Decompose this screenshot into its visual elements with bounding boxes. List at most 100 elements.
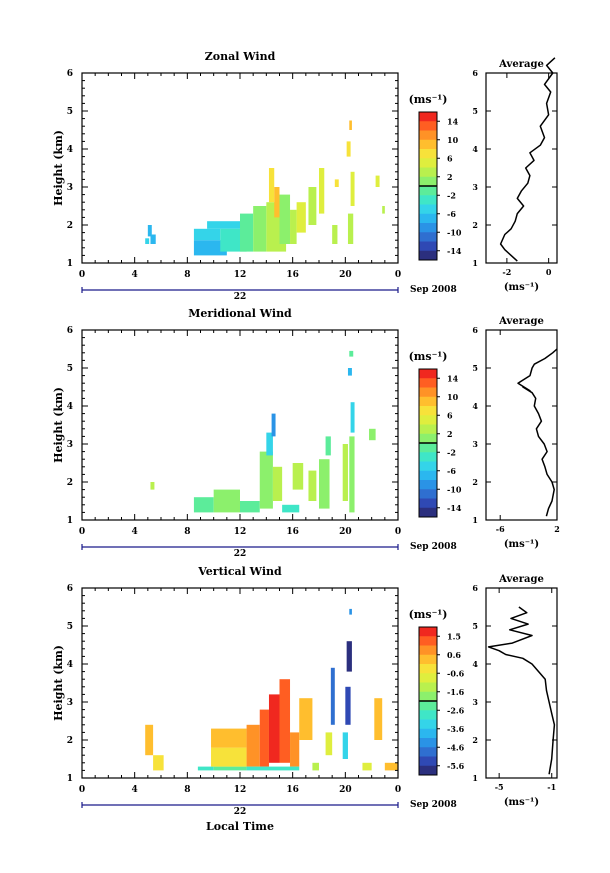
profile-x-tick-label: -2: [502, 267, 511, 277]
colorbar-tick-label: 6: [447, 410, 453, 420]
heatmap-cell: [268, 168, 275, 203]
heatmap-cell: [319, 168, 325, 214]
colorbar-tick-label: -6: [447, 466, 456, 476]
profile-x-label: (ms⁻¹): [504, 539, 539, 550]
profile-y-tick-label: 5: [472, 106, 478, 116]
x-tick-label: 20: [339, 785, 352, 795]
profile-frame: [485, 587, 558, 779]
colorbar-segment: [419, 176, 437, 187]
profile-line: [487, 606, 556, 775]
heatmap-cell: [240, 213, 254, 252]
colorbar-segment: [419, 396, 437, 407]
profile-y-tick-label: 6: [472, 325, 478, 335]
heatmap-cell: [347, 213, 354, 244]
colorbar-unit-label: (ms⁻¹): [409, 608, 448, 621]
heatmap-cell: [246, 724, 260, 767]
colorbar-segment: [419, 489, 437, 499]
heatmap-cell: [211, 747, 247, 767]
heatmap-cell: [150, 234, 156, 244]
y-tick-label: 2: [67, 478, 73, 488]
y-tick-label: 6: [67, 584, 73, 594]
profile-y-tick-label: 3: [472, 697, 478, 707]
profile-y-tick-label: 5: [472, 363, 478, 373]
colorbar-tick-label: -10: [447, 227, 462, 237]
profile-y-tick-label: 1: [472, 515, 478, 525]
colorbar-segment: [419, 149, 437, 159]
heatmap-cell: [312, 762, 319, 771]
y-tick-label: 2: [67, 221, 73, 231]
colorbar-segment: [419, 701, 437, 711]
x-tick-label: 8: [184, 270, 190, 280]
colorbar-segment: [419, 664, 437, 674]
colorbar-segment: [419, 470, 437, 481]
colorbar-tick-label: -5.6: [447, 761, 465, 771]
heatmap-cell: [350, 402, 355, 433]
x-tick-label: 20: [339, 527, 352, 537]
y-tick-label: 1: [67, 774, 73, 784]
colorbar-segment: [419, 387, 437, 398]
x-tick-label: 16: [286, 527, 299, 537]
colorbar-segment: [419, 682, 437, 693]
heatmap-cell: [213, 766, 247, 771]
colorbar-segment: [419, 728, 437, 739]
y-tick-label: 5: [67, 107, 73, 117]
heatmap-cell: [271, 413, 276, 437]
y-tick-label: 5: [67, 622, 73, 632]
panel-title: Zonal Wind: [205, 50, 276, 63]
profile-line: [517, 348, 558, 517]
heatmap-cell: [193, 497, 214, 513]
profile-y-tick-label: 2: [472, 220, 478, 230]
heatmap-cell: [308, 470, 317, 501]
colorbar-tick-label: 10: [447, 392, 459, 402]
colorbar-tick-label: -14: [447, 246, 462, 256]
y-tick-label: 1: [67, 516, 73, 526]
profile-y-tick-label: 4: [472, 659, 478, 669]
y-tick-label: 5: [67, 364, 73, 374]
colorbar-segment: [419, 424, 437, 435]
heatmap-cell: [290, 209, 297, 244]
heatmap-cell: [308, 187, 317, 225]
heatmap-cell: [259, 709, 269, 767]
colorbar-segment: [419, 250, 437, 261]
profile-y-tick-label: 1: [472, 773, 478, 783]
heatmap-cell: [240, 501, 260, 513]
colorbar-segment: [419, 112, 437, 122]
heatmap-cell: [342, 732, 348, 759]
date-label: Sep 2008: [410, 542, 457, 552]
y-tick-label: 4: [67, 402, 73, 412]
colorbar-segment: [419, 765, 437, 776]
x-tick-label: 12: [234, 527, 247, 537]
profile-y-tick-label: 1: [472, 258, 478, 268]
colorbar-tick-label: -1.6: [447, 687, 465, 697]
colorbar-segment: [419, 213, 437, 224]
colorbar-tick-label: -2.6: [447, 705, 465, 715]
colorbar-unit-label: (ms⁻¹): [409, 93, 448, 106]
heatmap-cell: [350, 171, 355, 206]
x-tick-label: 4: [132, 527, 138, 537]
profile-x-tick-label: 0: [546, 267, 552, 277]
colorbar-segment: [419, 415, 437, 425]
heatmap-cell: [213, 489, 240, 513]
x-tick-label: 12: [234, 785, 247, 795]
colorbar-tick-label: 10: [447, 135, 459, 145]
colorbar-segment: [419, 158, 437, 168]
colorbar-segment: [419, 636, 437, 646]
colorbar-segment: [419, 130, 437, 141]
panel-title: Meridional Wind: [188, 307, 292, 320]
x-tick-label: 12: [234, 270, 247, 280]
profile-x-label: (ms⁻¹): [504, 282, 539, 293]
day-label: 22: [234, 807, 247, 817]
heatmap-cell: [279, 679, 291, 763]
colorbar-segment: [419, 627, 437, 637]
colorbar-tick-label: 6: [447, 153, 453, 163]
x-tick-label: 0: [79, 527, 85, 537]
profile-y-tick-label: 2: [472, 477, 478, 487]
colorbar-tick-label: -0.6: [447, 668, 465, 678]
heatmap-cell: [290, 732, 300, 767]
x-tick-label: 8: [184, 785, 190, 795]
heatmap-cell: [266, 432, 273, 456]
colorbar-segment: [419, 139, 437, 150]
colorbar-segment: [419, 369, 437, 379]
colorbar-segment: [419, 204, 437, 215]
colorbar-segment: [419, 507, 437, 518]
